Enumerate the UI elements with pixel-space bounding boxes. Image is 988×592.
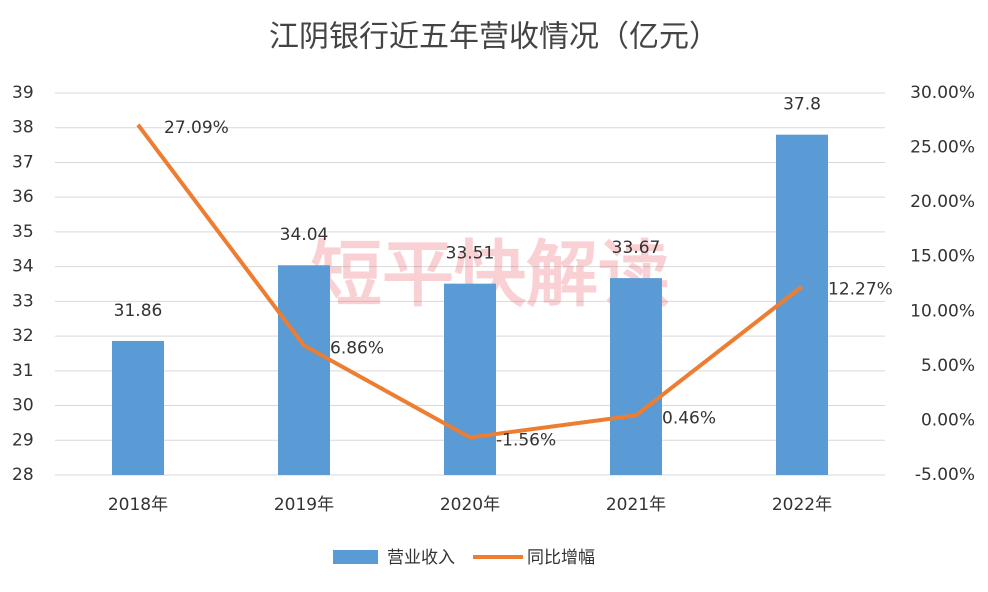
y2-tick-label: 0.00% [921, 410, 975, 430]
y2-tick-label: 10.00% [910, 301, 975, 321]
bar-value-label: 37.8 [783, 95, 821, 115]
bar-value-label: 34.04 [280, 225, 329, 245]
y-tick-label: 37 [12, 152, 34, 172]
line [136, 123, 804, 440]
bar [444, 283, 496, 475]
x-tick-label: 2020年 [440, 495, 500, 515]
y-tick-label: 31 [12, 361, 34, 381]
y-tick-label: 39 [12, 83, 34, 103]
line-value-label: 12.27% [828, 280, 893, 300]
bar [610, 278, 662, 475]
y-tick-label: 33 [12, 291, 34, 311]
y-tick-label: 34 [12, 257, 34, 277]
x-tick-label: 2021年 [606, 495, 666, 515]
x-tick-label: 2018年 [108, 495, 168, 515]
y2-tick-label: -5.00% [915, 465, 975, 485]
x-tick-label: 2019年 [274, 495, 334, 515]
y-tick-label: 29 [12, 430, 34, 450]
bar [278, 265, 330, 475]
bar [112, 340, 164, 475]
y2-tick-label: 5.00% [921, 356, 975, 376]
legend-label: 同比增幅 [527, 548, 595, 568]
bar-value-label: 31.86 [114, 301, 163, 321]
y2-tick-label: 20.00% [910, 192, 975, 212]
y-tick-label: 32 [12, 326, 34, 346]
y-tick-label: 28 [12, 465, 34, 485]
y2-tick-label: 30.00% [910, 83, 975, 103]
y-tick-label: 36 [12, 187, 34, 207]
y2-tick-label: 25.00% [910, 138, 975, 158]
bar-value-label: 33.51 [446, 244, 495, 264]
line-value-label: -1.56% [496, 430, 556, 450]
y-tick-label: 38 [12, 118, 34, 138]
line-value-label: 0.46% [662, 408, 716, 428]
y-tick-label: 35 [12, 222, 34, 242]
bar-value-label: 33.67 [612, 238, 661, 258]
chart-title: 江阴银行近五年营收情况（亿元） [269, 20, 719, 55]
line-value-label: 6.86% [330, 339, 384, 359]
legend-swatch [333, 550, 378, 564]
x-tick-label: 2022年 [772, 495, 832, 515]
line-value-label: 27.09% [164, 118, 229, 138]
legend-label: 营业收入 [387, 548, 455, 568]
y-tick-label: 30 [12, 396, 34, 416]
bar [776, 134, 828, 475]
y2-tick-label: 15.00% [910, 247, 975, 267]
